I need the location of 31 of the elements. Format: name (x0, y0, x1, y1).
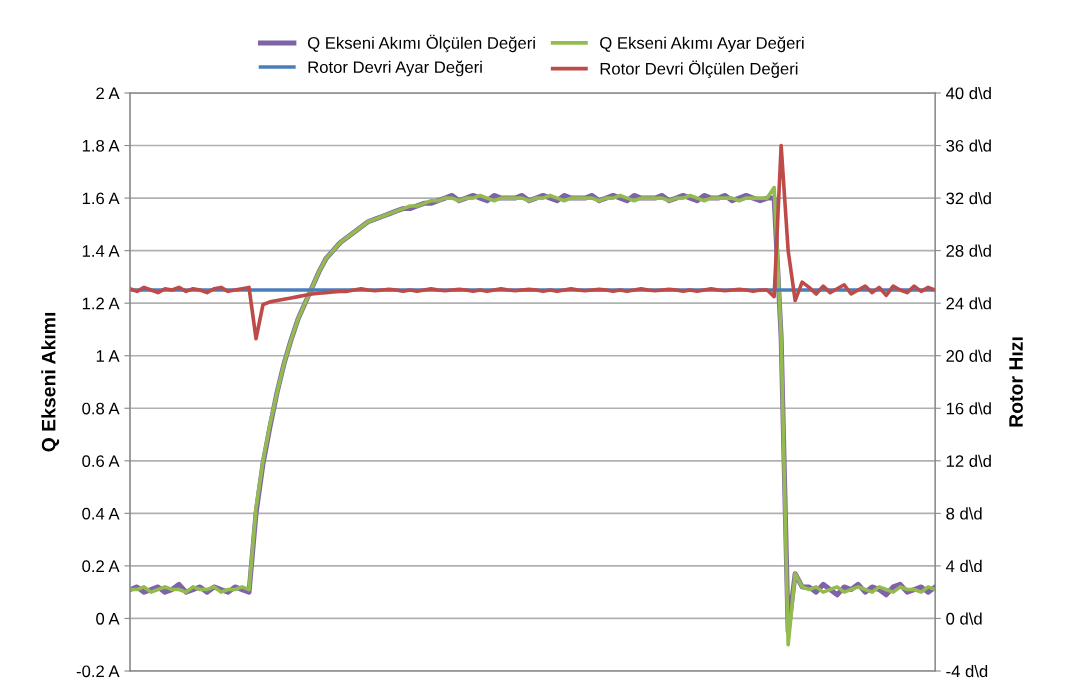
y-tick-label: 0.2 A (82, 560, 120, 573)
y2-tick-label: 12 d\d (946, 454, 991, 468)
y2-tick-label: 32 d\d (946, 192, 991, 205)
y2-tick-label: 36 d\d (946, 139, 991, 152)
legend-label: Q Ekseni Akımı Ölçülen Değeri (307, 34, 535, 53)
y2-tick-label: 8 d\d (946, 507, 982, 520)
y-tick-label: 2 A (96, 87, 120, 100)
y-tick-label: 0.4 A (82, 507, 120, 520)
y-tick-label: 1.4 A (82, 245, 120, 257)
y2-tick-label: 24 d\d (946, 297, 991, 310)
y2-axis-title: Rotor Hızı (1009, 337, 1023, 427)
y2-tick-label: 4 d\d (945, 559, 982, 573)
legend-label: Rotor Devri Ölçülen Değeri (600, 60, 798, 78)
y-tick-label: 1 A (96, 350, 120, 362)
y-tick-label: 0.8 A (82, 402, 120, 415)
y-tick-label: 1.2 A (82, 297, 120, 310)
y2-tick-label: 40 d\d (945, 86, 991, 100)
y-tick-label: -0.2 A (76, 665, 120, 678)
y2-tick-label: 28 d\d (946, 244, 991, 257)
y-tick-label: 1.8 A (82, 139, 120, 152)
y2-tick-label: 16 d\d (946, 402, 991, 415)
y-tick-label: 0 A (96, 612, 120, 625)
legend-label: Q Ekseni Akımı Ayar Değeri (600, 36, 804, 53)
y-tick-label: 0.6 A (82, 455, 120, 468)
line-series (130, 143, 936, 341)
legend-label: Rotor Devri Ayar Değeri (308, 60, 482, 77)
y2-tick-label: 20 d\d (946, 349, 991, 362)
y-axis-title: Q Ekseni Akımı (41, 312, 60, 452)
y-tick-label: 1.6 A (82, 192, 120, 205)
y2-tick-label: 0 d\d (946, 612, 982, 625)
y2-tick-label: -4 d\d (946, 664, 988, 678)
